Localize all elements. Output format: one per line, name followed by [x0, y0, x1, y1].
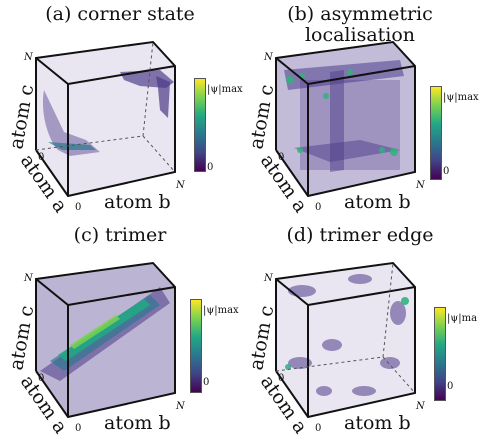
y-axis-label: atom c	[245, 83, 278, 151]
x-axis-label: atom b	[104, 412, 171, 434]
colorbar-zero-label: 0	[203, 377, 209, 388]
panel-a: (a) corner state atom b atom c atom a 0 …	[0, 0, 240, 220]
x-axis-label: atom b	[344, 191, 411, 213]
tick-n: N	[415, 180, 426, 191]
tick-zero: 0	[278, 373, 284, 384]
tick-zero: 0	[315, 423, 321, 434]
tick-zero: 0	[278, 152, 284, 163]
cube-plot: atom b atom c atom a 0 N N 0	[0, 221, 240, 441]
colorbar	[194, 78, 206, 172]
tick-n: N	[175, 401, 186, 412]
tick-n: N	[263, 52, 274, 63]
colorbar-max-label: |ψ|max	[447, 313, 477, 324]
bright-spot	[401, 297, 409, 305]
tick-n: N	[23, 273, 34, 284]
tick-zero: 0	[315, 202, 321, 213]
tick-n: N	[175, 180, 186, 191]
colorbar-max-label: |ψ|max	[203, 305, 239, 316]
tick-zero: 0	[75, 202, 81, 213]
tick-n: N	[263, 273, 274, 284]
tick-zero: 0	[75, 423, 81, 434]
colorbar-zero-label: 0	[447, 381, 453, 392]
panel-d: (d) trimer edge atom b atom c atom	[240, 221, 480, 441]
colorbar-zero-label: 0	[207, 162, 213, 173]
colorbar	[434, 307, 446, 401]
colorbar-max-label: |ψ|max	[443, 92, 479, 103]
y-axis-label: atom c	[5, 83, 38, 151]
colorbar	[430, 86, 442, 180]
y-axis-label: atom c	[245, 304, 278, 372]
panel-c: (c) trimer atom b atom c atom a 0 N N 0 …	[0, 221, 240, 441]
colorbar	[190, 299, 202, 393]
colorbar-max-label: |ψ|max	[207, 84, 243, 95]
tick-n: N	[415, 401, 426, 412]
cube-plot: atom b atom c atom a 0 N N 0	[240, 0, 480, 220]
x-axis-label: atom b	[344, 412, 411, 434]
x-axis-label: atom b	[104, 191, 171, 213]
y-axis-label: atom c	[5, 304, 38, 372]
panel-b: (b) asymmetric localisation atom b atom …	[240, 0, 480, 220]
colorbar-zero-label: 0	[443, 166, 449, 177]
tick-n: N	[23, 52, 34, 63]
tick-zero: 0	[38, 152, 44, 163]
tick-zero: 0	[38, 373, 44, 384]
